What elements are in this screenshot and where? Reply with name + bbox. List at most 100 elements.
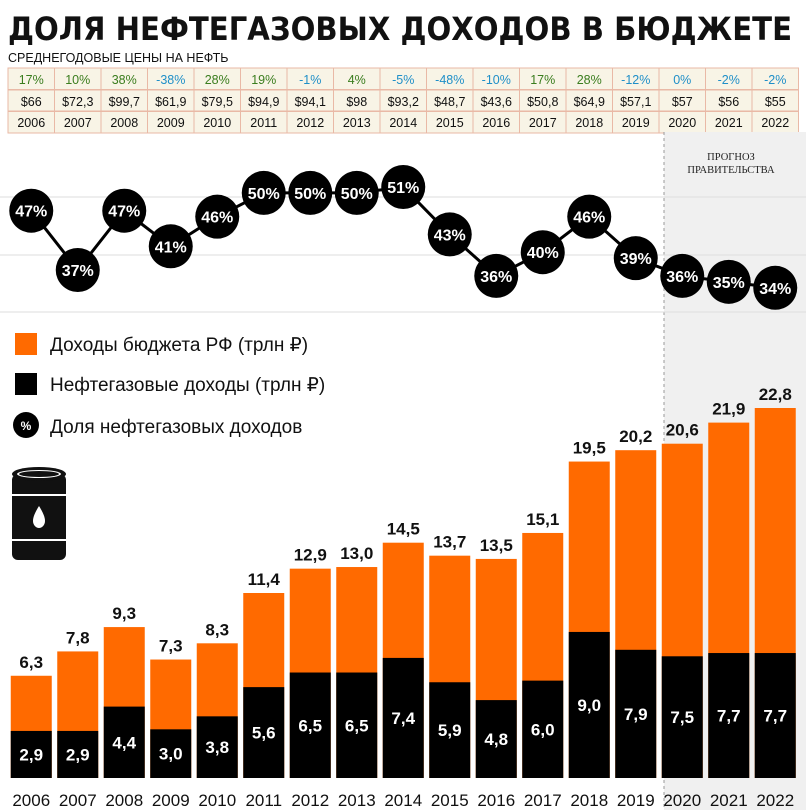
- table-cell-year: 2013: [343, 116, 371, 130]
- share-point: [334, 170, 379, 215]
- bar-oilgas-revenue: [196, 716, 238, 778]
- bar-oilgas-label: 7,7: [763, 707, 787, 726]
- bar-oilgas-label: 7,5: [670, 708, 694, 727]
- x-axis-tick-label: 2008: [105, 791, 143, 810]
- table-cell-change: -10%: [482, 73, 511, 87]
- share-point: [567, 194, 612, 239]
- legend: Доходы бюджета РФ (трлн ₽) Нефтегазовые …: [13, 333, 325, 438]
- legend-marker-symbol: %: [21, 419, 32, 433]
- table-cell-change: 17%: [19, 73, 44, 87]
- table-cell-year: 2007: [64, 116, 92, 130]
- table-cell-price: $57,1: [620, 95, 651, 109]
- bar-oilgas-revenue: [336, 672, 378, 778]
- oil-price-caption: СРЕДНЕГОДОВЫЕ ЦЕНЫ НА НЕФТЬ: [8, 51, 228, 65]
- table-cell-price: $98: [346, 95, 367, 109]
- bar-total-label: 11,4: [248, 570, 281, 589]
- x-axis-tick-label: 2014: [384, 791, 422, 810]
- bar-oilgas-revenue: [103, 706, 145, 778]
- bar-total-label: 21,9: [712, 400, 745, 419]
- bar-oilgas-revenue: [661, 656, 703, 778]
- table-cell-price: $94,9: [248, 95, 279, 109]
- bar-oilgas-label: 4,4: [112, 733, 136, 752]
- bar-oilgas-revenue: [289, 672, 331, 778]
- x-axis-tick-label: 2019: [617, 791, 655, 810]
- share-point: [613, 236, 658, 281]
- bar-oilgas-label: 6,0: [531, 720, 555, 739]
- table-cell-year: 2012: [296, 116, 324, 130]
- page-title: ДОЛЯ НЕФТЕГАЗОВЫХ ДОХОДОВ В БЮДЖЕТЕ: [8, 10, 792, 48]
- share-point-label: 43%: [434, 227, 466, 244]
- table-cell-change: -2%: [718, 73, 740, 87]
- table-cell-price: $50,8: [527, 95, 558, 109]
- share-point-label: 34%: [759, 281, 791, 298]
- share-point-label: 40%: [527, 245, 559, 262]
- budget-bar-chart: 6,3 2,9 7,8 2,9 9,3 4,4 7,3 3,0 8,3 3,8 11,4 5,6 12,…: [10, 385, 796, 778]
- bar-total-label: 13,5: [480, 536, 513, 555]
- bar-oilgas-label: 2,9: [66, 745, 90, 764]
- bar-total-label: 20,6: [666, 421, 699, 440]
- x-axis-tick-label: 2009: [152, 791, 190, 810]
- bar-total-label: 7,8: [66, 628, 90, 647]
- table-cell-year: 2014: [389, 116, 417, 130]
- table-cell-change: -5%: [392, 73, 414, 87]
- bar-oilgas-revenue: [10, 730, 52, 778]
- bar-oilgas-revenue: [522, 680, 564, 778]
- legend-swatch-total: [15, 333, 37, 355]
- table-cell-change: -2%: [764, 73, 786, 87]
- share-point-label: 36%: [480, 269, 512, 286]
- bar-oilgas-label: 7,9: [624, 705, 648, 724]
- share-point: [706, 259, 751, 304]
- table-cell-year: 2010: [203, 116, 231, 130]
- table-cell-change: 19%: [251, 73, 276, 87]
- share-point: [9, 188, 54, 233]
- share-point: [660, 253, 705, 298]
- x-axis-tick-label: 2013: [338, 791, 376, 810]
- table-cell-change: 10%: [65, 73, 90, 87]
- share-point: [148, 224, 193, 269]
- table-cell-change: 28%: [205, 73, 230, 87]
- table-cell-change: 17%: [530, 73, 555, 87]
- table-cell-year: 2021: [715, 116, 743, 130]
- bar-oilgas-revenue: [708, 653, 750, 778]
- share-point-label: 50%: [248, 186, 280, 203]
- table-cell-year: 2016: [482, 116, 510, 130]
- share-point-label: 50%: [341, 186, 373, 203]
- bar-oilgas-revenue: [150, 729, 192, 778]
- bar-total-label: 8,3: [205, 620, 229, 639]
- bar-total-label: 19,5: [573, 439, 606, 458]
- share-point: [753, 265, 798, 310]
- table-cell-price: $64,9: [574, 95, 605, 109]
- share-point: [288, 170, 333, 215]
- x-axis-tick-label: 2016: [477, 791, 515, 810]
- x-axis-tick-label: 2018: [570, 791, 608, 810]
- x-axis-tick-label: 2006: [12, 791, 50, 810]
- bar-total-label: 6,3: [19, 653, 43, 672]
- x-axis-tick-label: 2010: [198, 791, 236, 810]
- table-cell-year: 2006: [17, 116, 45, 130]
- oil-barrel-icon: [12, 467, 66, 560]
- forecast-label-line1: ПРОГНОЗ: [707, 152, 755, 163]
- table-cell-year: 2009: [157, 116, 185, 130]
- table-cell-price: $48,7: [434, 95, 465, 109]
- bar-oilgas-revenue: [475, 700, 517, 778]
- share-point-label: 35%: [713, 275, 745, 292]
- table-cell-change: 0%: [673, 73, 691, 87]
- table-cell-year: 2018: [575, 116, 603, 130]
- share-point-label: 46%: [573, 210, 605, 227]
- x-axis-tick-label: 2020: [663, 791, 701, 810]
- bar-oilgas-label: 5,9: [438, 721, 462, 740]
- bar-oilgas-label: 7,7: [717, 707, 741, 726]
- share-point: [241, 170, 286, 215]
- table-cell-year: 2011: [250, 116, 277, 130]
- bar-oilgas-revenue: [615, 649, 657, 778]
- bar-oilgas-label: 2,9: [19, 745, 43, 764]
- x-axis-tick-label: 2011: [245, 791, 282, 810]
- share-point: [427, 212, 472, 257]
- legend-swatch-oilgas: [15, 373, 37, 395]
- table-cell-change: -38%: [156, 73, 185, 87]
- legend-label-share: Доля нефтегазовых доходов: [50, 417, 302, 438]
- bar-oilgas-label: 3,8: [205, 738, 229, 757]
- bar-oilgas-label: 7,4: [391, 709, 415, 728]
- bar-total-label: 9,3: [112, 604, 136, 623]
